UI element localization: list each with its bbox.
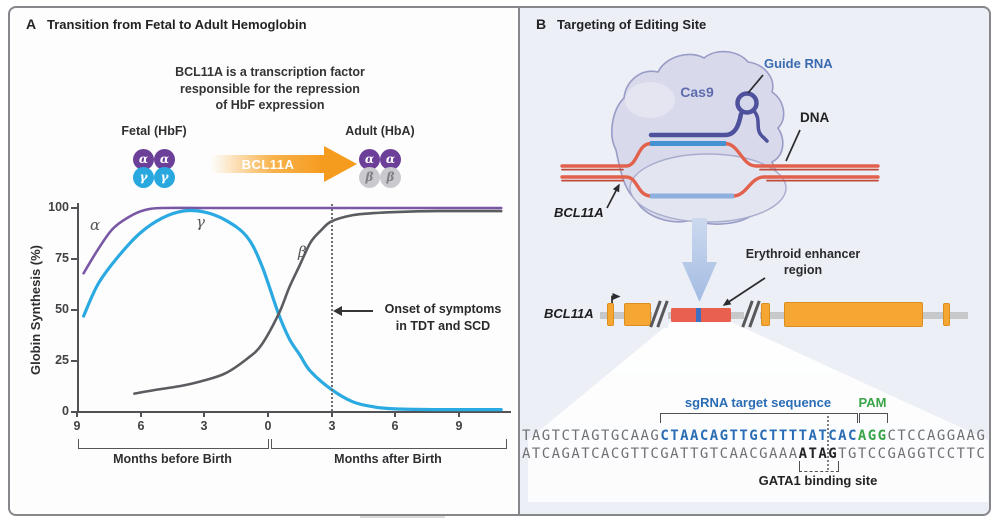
- alpha-subunit: α: [380, 149, 401, 170]
- sgrna-bracket: [660, 413, 858, 423]
- exon: [607, 303, 614, 326]
- track-break: [741, 300, 761, 328]
- months-after-bracket: [271, 439, 507, 449]
- bcl11a-dna-label: BCL11A: [554, 205, 604, 220]
- sequence-segment: TAGTCTAGTGCAAG: [522, 428, 661, 444]
- panel-b-letter: B: [536, 16, 547, 32]
- enhancer-pointer-arrow: [722, 277, 766, 306]
- dna-sequence-top-strand: TAGTCTAGTGCAAGCTAACAGTTGCTTTTATCACAGGCTC…: [522, 428, 986, 444]
- pam-label: PAM: [858, 395, 887, 410]
- editing-site-arrow: [682, 218, 717, 302]
- pam-bracket: [859, 413, 888, 423]
- guide-rna-label: Guide RNA: [764, 56, 833, 71]
- cas9-label: Cas9: [680, 84, 714, 100]
- bcl11a-pointer-arrow: [606, 183, 620, 209]
- onset-arrow-head: [333, 306, 342, 316]
- note-line: responsible for the repression: [180, 81, 360, 96]
- onset-annotation: Onset of symptoms in TDT and SCD: [376, 301, 510, 334]
- months-after-birth-label: Months after Birth: [334, 452, 442, 466]
- fetal-hbf-label: Fetal (HbF): [121, 124, 187, 138]
- exon: [943, 303, 950, 326]
- sgrna-target-label: sgRNA target sequence: [684, 395, 832, 410]
- panel-a-background: [8, 6, 519, 516]
- panel-a-title: Transition from Fetal to Adult Hemoglobi…: [47, 17, 307, 32]
- figure-border: [8, 6, 991, 516]
- exon: [784, 302, 923, 327]
- dna-sequence-bottom-strand: ATCAGATCACGTTCGATTGTCAACGAAAATAGTGTCCGAG…: [522, 446, 986, 462]
- dna-pointer-line: [785, 129, 801, 162]
- alpha-subunit: α: [154, 149, 175, 170]
- panel-a-letter: A: [26, 16, 37, 32]
- guide-rna-tail: [752, 109, 769, 143]
- bcl11a-gene-label: BCL11A: [544, 306, 594, 321]
- sequence-segment: ATAG: [798, 446, 839, 462]
- track-break: [649, 300, 669, 328]
- cas9-editing-diagram: [560, 50, 880, 308]
- erythroid-enhancer-region: [671, 308, 731, 322]
- x-axis: [77, 411, 511, 413]
- gamma-subunit: γ: [133, 167, 154, 188]
- editing-site-tick: [696, 308, 701, 322]
- note-line: of HbF expression: [215, 98, 325, 112]
- bcl11a-arrow: [212, 155, 324, 173]
- y-axis: [77, 203, 79, 413]
- beta-subunit: β: [359, 167, 380, 188]
- gata1-binding-site-label: GATA1 binding site: [758, 473, 878, 488]
- sequence-segment: CTAACAGTTGCTTTTATCAC: [660, 428, 858, 444]
- alpha-subunit: α: [133, 149, 154, 170]
- sequence-segment: AGG: [857, 428, 888, 444]
- bcl11a-arrow-head: [324, 146, 357, 182]
- bcl11a-arrow-label: BCL11A: [241, 157, 295, 172]
- sequence-segment: ATCAGATCACGTTCGATTGTCAACGAAA: [522, 446, 799, 462]
- cas9-lower-lobe: [629, 153, 787, 223]
- onset-annotation-line: in TDT and SCD: [395, 318, 491, 333]
- curve-α: [82, 206, 503, 275]
- sequence-segment: TGTCCGAGGTCCTTC: [838, 446, 987, 462]
- gata1-bracket: [799, 461, 839, 472]
- guide-rna-strand: [648, 111, 744, 138]
- bottom-edge-artifact: [360, 516, 445, 518]
- erythroid-enhancer-label: Erythroid enhancer region: [745, 247, 861, 277]
- curve-β: [133, 209, 503, 395]
- note-line: BCL11A is a transcription factor: [175, 65, 365, 79]
- bcl11a-note: BCL11A is a transcription factor respons…: [150, 64, 390, 114]
- alpha-subunit: α: [359, 149, 380, 170]
- exon: [624, 303, 651, 326]
- cut-site-dotted-line: [827, 416, 829, 470]
- exon: [761, 303, 770, 326]
- guide-rna-pointer-line: [747, 74, 764, 94]
- onset-arrow: [340, 310, 373, 312]
- onset-dashed-line: [331, 204, 333, 411]
- adult-hba-label: Adult (HbA): [345, 124, 415, 138]
- onset-annotation-line: Onset of symptoms: [384, 302, 502, 316]
- beta-subunit: β: [380, 167, 401, 188]
- panel-b-title: Targeting of Editing Site: [557, 17, 707, 32]
- gamma-subunit: γ: [154, 167, 175, 188]
- panel-divider: [518, 6, 520, 516]
- cas9-highlight: [625, 82, 675, 118]
- sequence-segment: CTCCAGGAAG: [887, 428, 987, 444]
- months-before-bracket: [78, 439, 269, 449]
- curve-γ: [82, 208, 503, 412]
- dna-label: DNA: [800, 110, 830, 125]
- curve-label-beta: β: [298, 243, 307, 261]
- guide-rna-loop: [735, 91, 759, 115]
- curve-label-gamma: γ: [196, 213, 205, 231]
- curve-label-alpha: α: [90, 216, 101, 234]
- globin-synthesis-chart: [82, 206, 503, 412]
- months-before-birth-label: Months before Birth: [113, 452, 232, 466]
